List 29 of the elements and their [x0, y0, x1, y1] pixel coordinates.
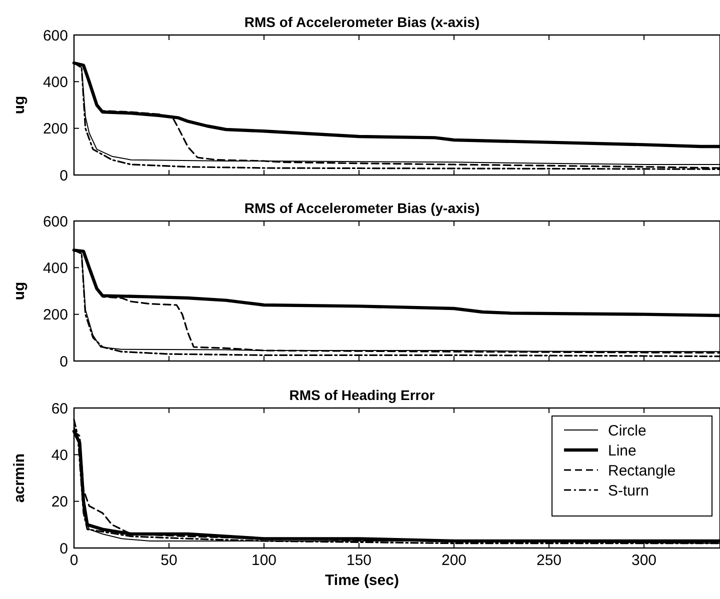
y-tick-label: 200 [42, 306, 68, 324]
x-tick-label: 250 [536, 552, 562, 569]
x-axis-title: Time (sec) [325, 572, 399, 589]
y-axis-title: ug [11, 96, 28, 114]
x-tick-label: 200 [441, 552, 467, 569]
x-tick-label: 300 [631, 552, 657, 569]
x-tick-label: 100 [251, 552, 277, 569]
y-tick-label: 60 [51, 400, 68, 418]
y-tick-label: 200 [42, 120, 68, 138]
chart-title: RMS of Heading Error [289, 387, 436, 403]
y-tick-label: 600 [42, 27, 68, 44]
x-tick-label: 150 [346, 552, 372, 569]
y-tick-label: 20 [51, 494, 68, 511]
chart-title: RMS of Accelerometer Bias (x-axis) [244, 14, 480, 30]
y-axis-title: ug [11, 282, 28, 300]
y-tick-label: 0 [60, 167, 68, 184]
chart-title: RMS of Accelerometer Bias (y-axis) [244, 200, 480, 216]
y-tick-label: 40 [51, 446, 68, 464]
y-tick-label: 0 [60, 540, 68, 558]
y-axis-title: acrmin [11, 453, 28, 503]
x-tick-label: 50 [160, 552, 178, 569]
y-tick-label: 400 [42, 260, 68, 277]
legend-label: Circle [608, 422, 646, 440]
y-tick-label: 0 [60, 353, 68, 370]
legend-label: Rectangle [608, 462, 676, 480]
legend-label: S-turn [608, 482, 649, 500]
y-tick-label: 600 [42, 213, 68, 230]
legend-label: Line [608, 442, 636, 460]
y-tick-label: 400 [42, 74, 68, 91]
